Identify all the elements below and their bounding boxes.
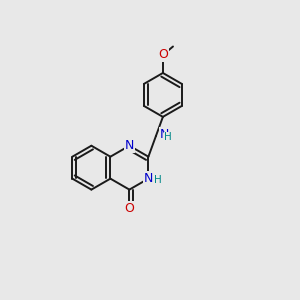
Text: N: N: [160, 128, 169, 141]
Text: N: N: [125, 139, 134, 152]
Text: O: O: [124, 202, 134, 215]
Text: O: O: [158, 49, 168, 62]
Text: N: N: [144, 172, 153, 185]
Text: H: H: [154, 175, 162, 185]
Text: H: H: [164, 132, 172, 142]
